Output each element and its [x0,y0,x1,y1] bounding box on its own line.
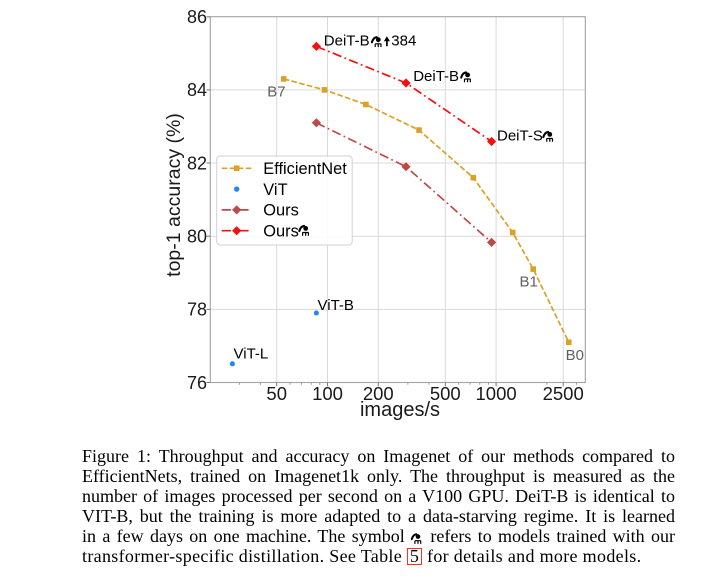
svg-text:500: 500 [430,383,461,404]
svg-text:78: 78 [187,300,207,320]
svg-text:Ours: Ours [263,222,299,240]
svg-text:B0: B0 [566,347,584,364]
svg-text:top-1 accuracy (%): top-1 accuracy (%) [163,113,185,277]
svg-text:ViT-B: ViT-B [318,297,354,314]
svg-text:80: 80 [187,227,207,247]
svg-text:DeiT-S: DeiT-S [497,127,543,144]
svg-text:86: 86 [187,7,207,27]
svg-text:2500: 2500 [543,383,584,404]
svg-text:Ours: Ours [263,202,299,220]
svg-text:50: 50 [266,383,287,404]
svg-text:ViT-L: ViT-L [234,346,269,363]
svg-text:384: 384 [391,33,416,50]
svg-text:100: 100 [312,383,343,404]
svg-text:82: 82 [187,153,207,173]
svg-text:B1: B1 [519,274,537,291]
svg-text:84: 84 [187,80,207,100]
svg-text:EfficientNet: EfficientNet [263,160,347,178]
svg-text:ViT: ViT [263,181,287,199]
svg-text:76: 76 [187,373,207,393]
svg-text:1000: 1000 [476,383,517,404]
svg-text:DeiT-B: DeiT-B [324,33,370,50]
svg-text:DeiT-B: DeiT-B [413,68,459,85]
svg-text:B7: B7 [267,84,285,101]
svg-text:200: 200 [363,383,394,404]
svg-text:images/s: images/s [360,399,440,421]
